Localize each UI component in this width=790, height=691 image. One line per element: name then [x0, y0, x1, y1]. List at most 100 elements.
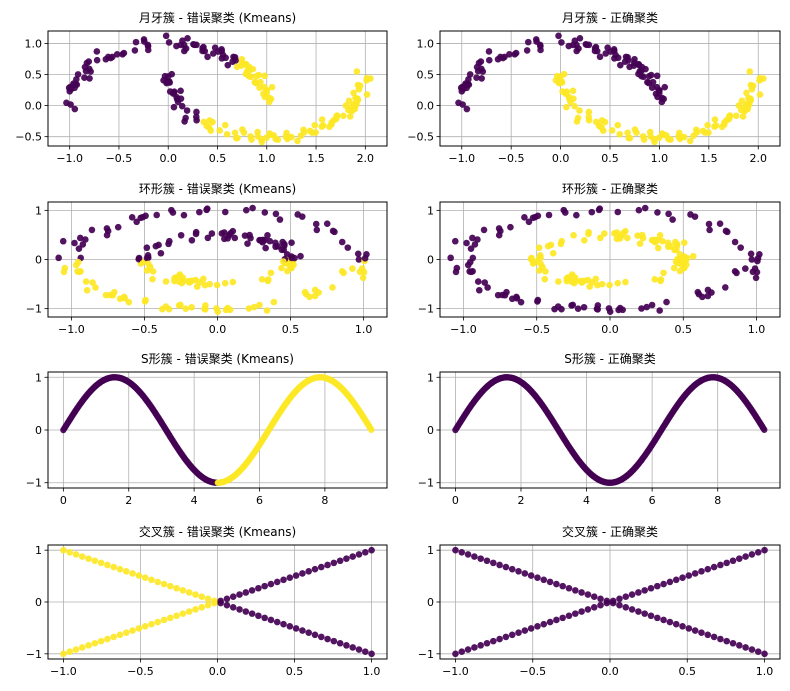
data-point [644, 78, 651, 86]
x-tick-label: 8 [714, 494, 721, 507]
data-point [542, 268, 549, 275]
data-point [352, 101, 360, 109]
data-point [211, 597, 218, 605]
data-point [261, 72, 268, 80]
data-point [635, 608, 642, 615]
data-point [527, 625, 535, 632]
data-point [622, 593, 630, 601]
data-point [609, 599, 617, 607]
data-point [349, 644, 357, 651]
data-point [641, 587, 648, 594]
data-point [110, 633, 118, 641]
data-point [622, 278, 629, 286]
data-point [114, 223, 122, 231]
data-point [329, 284, 336, 291]
data-point [541, 275, 549, 283]
data-point [223, 595, 231, 603]
data-point [645, 73, 653, 80]
data-point [608, 127, 616, 134]
data-point [251, 78, 259, 86]
data-point [638, 305, 645, 312]
data-point [585, 41, 593, 49]
data-point [267, 616, 275, 624]
data-point [330, 637, 338, 645]
data-point [244, 240, 251, 247]
data-point [205, 124, 213, 131]
data-point [268, 83, 276, 91]
data-point [572, 587, 579, 594]
data-point [137, 214, 145, 222]
data-point [746, 68, 754, 75]
data-point [631, 126, 639, 133]
data-point [693, 129, 701, 136]
subplot-moons-wrong: −1.0 −0.5 0.0 0.5 1.0 1.5 2.0 −0.5 0.0 0.5 1.0 月牙簇 … [15, 10, 388, 165]
data-point [123, 629, 130, 636]
data-point [716, 220, 724, 228]
data-point [721, 284, 729, 291]
data-point [113, 51, 121, 58]
data-point [588, 208, 596, 216]
data-point [264, 232, 271, 239]
data-point [340, 112, 347, 120]
data-point [591, 47, 599, 55]
data-point [699, 127, 707, 135]
y-tick-label: 1 [35, 204, 42, 217]
data-point [155, 241, 162, 249]
data-point [462, 80, 469, 87]
data-point [647, 133, 654, 140]
data-point [209, 50, 217, 57]
data-point [477, 642, 484, 649]
data-point [79, 241, 87, 248]
data-point [679, 574, 686, 581]
data-point [349, 106, 356, 114]
data-point [673, 242, 681, 250]
data-point [261, 236, 268, 244]
data-point [188, 303, 195, 311]
data-point [288, 264, 295, 272]
data-point [317, 633, 325, 641]
data-point [588, 278, 596, 286]
data-point [561, 209, 569, 216]
data-point [474, 278, 482, 285]
data-point [354, 250, 362, 258]
data-point [148, 576, 155, 584]
data-point [317, 563, 325, 571]
data-point [471, 553, 478, 560]
y-tick-label: 1 [35, 544, 42, 557]
data-point [192, 591, 199, 598]
data-point [624, 234, 631, 242]
subplot-title: 环形簇 - 正确聚类 [562, 181, 658, 196]
data-point [342, 102, 350, 109]
data-point [261, 582, 268, 590]
data-point [596, 205, 604, 212]
data-point [640, 136, 648, 143]
data-point [459, 101, 466, 108]
data-point [196, 208, 203, 216]
data-point [447, 254, 454, 262]
data-point [247, 234, 254, 242]
data-point [160, 616, 168, 624]
data-point [451, 237, 459, 245]
data-point [680, 133, 688, 141]
data-point [236, 606, 243, 613]
data-point [248, 136, 255, 143]
data-point [353, 68, 361, 75]
data-point [328, 121, 335, 128]
data-point [213, 281, 221, 289]
data-point [617, 61, 624, 69]
data-point [287, 259, 295, 267]
data-point [349, 265, 356, 272]
x-tick-label: −1.0 [442, 665, 469, 678]
data-point [143, 244, 151, 252]
data-point [553, 580, 560, 588]
data-point [192, 228, 200, 236]
data-point [508, 565, 516, 573]
data-point [660, 269, 667, 277]
subplot-title: 月牙簇 - 错误聚类 (Kmeans) [139, 10, 296, 25]
data-point [204, 53, 211, 61]
data-point [711, 116, 719, 123]
data-point [568, 302, 575, 309]
data-point [695, 290, 703, 298]
data-point [250, 303, 258, 311]
data-point [568, 271, 576, 278]
